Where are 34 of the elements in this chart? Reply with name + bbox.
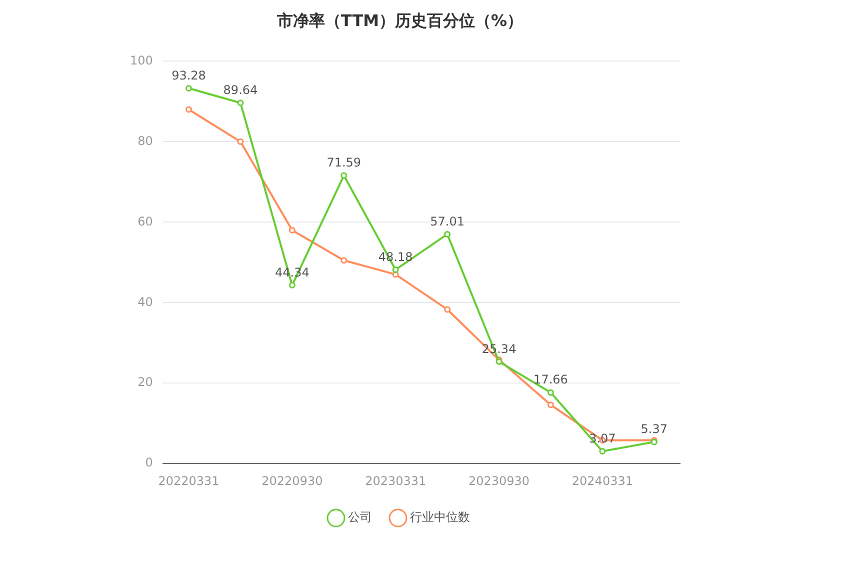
y-tick-label: 80 xyxy=(138,134,153,148)
y-tick-label: 100 xyxy=(130,53,153,68)
point xyxy=(186,106,192,113)
y-tick-label: 60 xyxy=(138,214,153,228)
x-tick-label: 20230930 xyxy=(468,474,530,488)
data-label: 93.28 xyxy=(172,68,206,82)
point xyxy=(444,230,451,238)
chart-title: 市净率（TTM）历史百分位（%） xyxy=(276,10,524,30)
point xyxy=(547,402,554,408)
y-tick-label: 20 xyxy=(138,375,153,390)
y-tick-label: 0 xyxy=(145,456,153,470)
data-label: 89.64 xyxy=(223,83,258,98)
point xyxy=(547,389,554,396)
point xyxy=(392,266,399,273)
legend-label: 公司 xyxy=(348,510,372,524)
x-tick-label: 20220930 xyxy=(262,474,323,488)
y-tick-label: 40 xyxy=(138,294,153,309)
point xyxy=(444,306,451,313)
point xyxy=(288,282,296,288)
x-tick-label: 20230331 xyxy=(365,474,426,488)
data-label: 57.01 xyxy=(430,214,464,228)
data-label: 5.37 xyxy=(640,422,668,436)
x-tick-label: 20240331 xyxy=(572,474,633,488)
point xyxy=(186,84,192,92)
data-label: 17.66 xyxy=(534,372,568,387)
point xyxy=(599,448,606,454)
point xyxy=(237,100,244,106)
point xyxy=(340,172,348,179)
x-tick-label: 20220331 xyxy=(158,474,220,488)
point xyxy=(340,257,348,264)
data-label: 71.59 xyxy=(326,156,362,170)
point xyxy=(288,226,296,234)
point xyxy=(237,138,244,145)
legend-label: 行业中位数 xyxy=(410,510,470,524)
